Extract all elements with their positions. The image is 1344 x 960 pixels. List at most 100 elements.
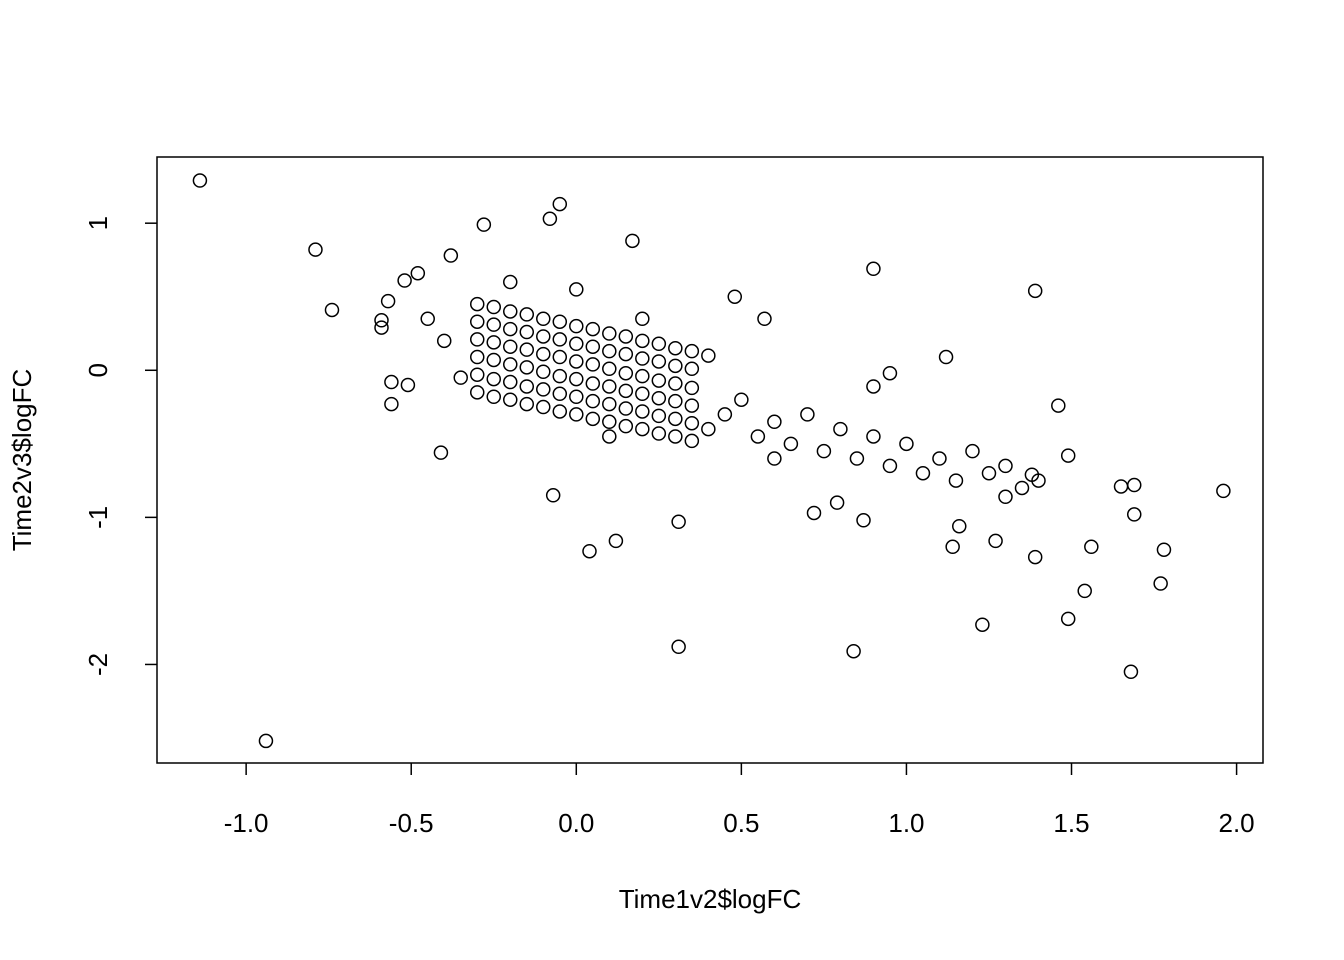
point: [476, 217, 492, 232]
point: [384, 374, 399, 390]
point: [542, 211, 558, 227]
point: [717, 407, 733, 422]
point: [436, 333, 452, 349]
point: [486, 317, 502, 332]
point: [668, 429, 683, 444]
point: [1060, 611, 1076, 627]
point: [536, 329, 551, 344]
point: [635, 421, 650, 437]
point: [486, 335, 502, 350]
point: [503, 374, 518, 390]
point: [932, 451, 947, 466]
point: [503, 392, 518, 407]
point: [618, 418, 634, 434]
point: [469, 349, 485, 365]
point: [866, 261, 881, 277]
point: [569, 371, 584, 387]
point: [767, 451, 782, 466]
point: [443, 248, 459, 263]
point: [536, 399, 551, 415]
point: [1077, 583, 1092, 599]
point: [625, 233, 640, 249]
point: [400, 377, 416, 393]
point: [453, 370, 468, 385]
point: [668, 393, 683, 409]
point: [585, 376, 601, 391]
point: [668, 376, 683, 391]
point: [503, 339, 518, 354]
x-tick-label: 1.0: [888, 808, 924, 838]
point: [671, 639, 686, 655]
x-tick-label: 0.5: [723, 808, 759, 838]
point: [988, 533, 1003, 549]
point: [849, 451, 865, 466]
point: [948, 473, 964, 488]
point: [833, 421, 848, 437]
y-tick-label: 0: [83, 363, 113, 377]
point: [602, 429, 617, 444]
point: [410, 265, 426, 281]
point: [998, 458, 1013, 474]
point: [651, 390, 667, 406]
point: [585, 411, 601, 427]
point: [618, 346, 634, 362]
point: [1113, 479, 1129, 494]
point: [684, 343, 700, 359]
point: [397, 273, 412, 288]
point: [965, 443, 980, 459]
point: [552, 196, 568, 212]
point: [536, 311, 551, 327]
point: [684, 380, 700, 396]
point: [635, 351, 650, 366]
point: [701, 348, 716, 363]
point: [469, 367, 485, 382]
point: [420, 311, 435, 327]
point: [569, 354, 584, 369]
point: [866, 429, 881, 444]
point: [684, 433, 700, 449]
point: [258, 733, 274, 749]
point: [635, 386, 650, 402]
y-tick-label: -1: [83, 506, 113, 529]
point: [374, 313, 389, 328]
point: [882, 458, 898, 474]
point: [519, 342, 535, 357]
point: [684, 415, 700, 431]
point: [1153, 576, 1168, 591]
point: [635, 311, 650, 327]
point: [519, 360, 535, 375]
point: [618, 401, 634, 416]
y-tick-label: 1: [83, 216, 113, 230]
point: [1060, 448, 1076, 463]
point: [552, 314, 568, 329]
point: [635, 368, 650, 384]
point: [469, 332, 485, 347]
point: [981, 465, 997, 481]
point: [846, 643, 861, 659]
point: [552, 349, 568, 365]
point: [552, 332, 568, 347]
point: [938, 349, 954, 365]
point: [651, 354, 667, 369]
point: [569, 282, 584, 297]
point: [635, 404, 650, 419]
point: [602, 379, 617, 394]
point: [945, 539, 960, 555]
point: [651, 373, 667, 388]
point: [486, 299, 502, 315]
point: [915, 465, 931, 481]
y-axis-label: Time2v3$logFC: [7, 369, 37, 552]
point: [684, 398, 700, 413]
x-tick-label: 0.0: [558, 808, 594, 838]
point: [384, 396, 399, 412]
point: [602, 326, 617, 341]
point: [545, 488, 561, 503]
point: [569, 318, 584, 334]
point: [585, 393, 601, 409]
point: [1031, 473, 1046, 488]
point: [998, 489, 1013, 505]
point: [582, 543, 597, 559]
point: [1051, 398, 1066, 413]
point: [727, 289, 743, 304]
